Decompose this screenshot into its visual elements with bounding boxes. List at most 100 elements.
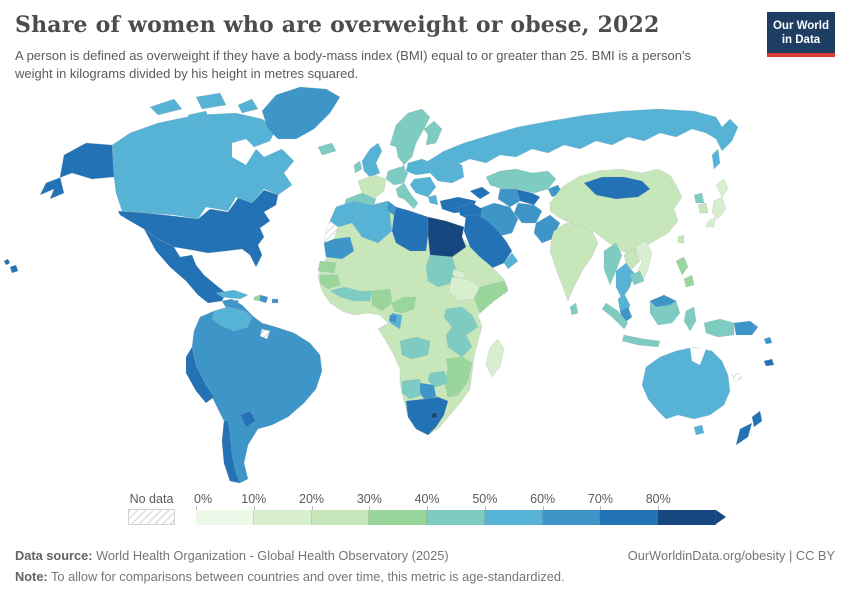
region-new-caledonia[interactable] (731, 372, 743, 382)
country-turkmenistan[interactable] (497, 188, 521, 208)
country-ghana-ivory-coast[interactable] (329, 286, 373, 302)
country-fiji[interactable] (763, 358, 775, 367)
country-alaska[interactable] (39, 142, 115, 200)
country-uzbekistan[interactable] (515, 188, 541, 206)
country-somalia[interactable] (473, 280, 509, 314)
country-finland[interactable] (423, 120, 443, 146)
country-senegal[interactable] (317, 260, 337, 274)
country-greenland[interactable] (261, 86, 341, 140)
country-mongolia[interactable] (583, 176, 651, 200)
country-laos[interactable] (623, 248, 641, 270)
country-libya[interactable] (391, 206, 429, 252)
country-indonesia-sulawesi[interactable] (683, 306, 697, 332)
country-caucasus[interactable] (469, 186, 491, 200)
country-china[interactable] (549, 168, 683, 256)
sakhalin[interactable] (711, 148, 721, 170)
country-tanzania[interactable] (445, 326, 473, 358)
country-mozambique[interactable] (443, 356, 473, 398)
country-ireland[interactable] (353, 160, 363, 174)
country-scandinavia[interactable] (389, 108, 431, 166)
country-malaysia-borneo[interactable] (649, 294, 677, 308)
no-data-swatch[interactable] (128, 509, 175, 525)
arctic-island[interactable] (149, 98, 183, 116)
country-solomon-islands[interactable] (763, 336, 773, 345)
owid-logo[interactable]: Our World in Data (767, 12, 835, 57)
legend-bin-80%+[interactable] (658, 510, 716, 525)
arctic-island[interactable] (237, 98, 259, 114)
country-oman[interactable] (503, 252, 519, 270)
country-haiti[interactable] (253, 294, 261, 302)
country-italy[interactable] (395, 182, 419, 210)
country-peru[interactable] (185, 346, 215, 404)
country-jamaica[interactable] (231, 299, 239, 305)
country-angola[interactable] (399, 336, 431, 360)
country-indonesia-papua[interactable] (703, 318, 735, 338)
country-lesotho[interactable] (430, 411, 438, 419)
country-cameroon[interactable] (391, 296, 417, 314)
legend-tick-mark (484, 506, 486, 510)
country-sri-lanka[interactable] (569, 302, 579, 316)
legend-tick-label: 0% (194, 492, 213, 506)
hawaii[interactable] (3, 258, 19, 274)
country-balkans[interactable] (409, 176, 437, 198)
country-algeria[interactable] (351, 200, 393, 244)
country-egypt[interactable] (427, 216, 467, 258)
country-ethiopia[interactable] (447, 276, 481, 302)
country-japan[interactable] (705, 178, 729, 228)
no-data-label: No data (129, 492, 174, 506)
country-new-zealand[interactable] (735, 410, 763, 446)
legend-bin-0-10%[interactable] (196, 510, 254, 525)
legend-bin-40-50%[interactable] (427, 510, 485, 525)
legend-bin-30-40%[interactable] (369, 510, 428, 525)
country-philippines[interactable] (675, 256, 695, 288)
region-french-guiana[interactable] (259, 328, 271, 340)
country-sudan[interactable] (425, 254, 457, 288)
country-zimbabwe[interactable] (427, 370, 449, 388)
country-iceland[interactable] (317, 142, 337, 156)
country-botswana[interactable] (419, 382, 437, 400)
owid-url-link[interactable]: OurWorldinData.org/obesity | CC BY (627, 548, 835, 563)
country-canada[interactable] (111, 112, 295, 220)
country-greece[interactable] (427, 194, 439, 206)
legend-tick-label: 10% (241, 492, 267, 506)
country-poland-baltics[interactable] (405, 158, 433, 176)
legend-bin-20-30%[interactable] (311, 510, 370, 525)
legend-bin-50-60%[interactable] (484, 510, 543, 525)
country-venezuela[interactable] (211, 306, 253, 332)
country-cuba[interactable] (215, 289, 249, 300)
country-puerto-rico[interactable] (271, 298, 279, 304)
country-afghanistan[interactable] (513, 202, 543, 224)
country-chile[interactable] (221, 420, 241, 484)
country-dominican-republic[interactable] (259, 294, 269, 304)
arctic-island[interactable] (187, 110, 211, 126)
country-cambodia[interactable] (629, 270, 645, 286)
country-taiwan[interactable] (677, 234, 685, 244)
legend-tick-label: 40% (414, 492, 440, 506)
country-south-africa[interactable] (405, 396, 449, 436)
country-paraguay[interactable] (239, 410, 257, 428)
country-australia[interactable] (641, 346, 731, 420)
legend-bin-60-70%[interactable] (542, 510, 601, 525)
country-south-korea[interactable] (697, 202, 709, 214)
legend-bin-10-20%[interactable] (253, 510, 312, 525)
country-gabon[interactable] (388, 314, 398, 324)
country-guinea[interactable] (319, 274, 341, 290)
country-namibia[interactable] (401, 378, 423, 400)
legend-bin-70-80%[interactable] (600, 510, 659, 525)
country-indonesia-sumatra[interactable] (601, 302, 629, 330)
country-kazakhstan[interactable] (485, 168, 557, 194)
hudson-bay (232, 139, 256, 165)
country-madagascar[interactable] (485, 338, 505, 378)
country-mauritania[interactable] (323, 236, 355, 260)
country-mexico[interactable] (143, 228, 227, 304)
country-png[interactable] (733, 320, 759, 336)
country-russia[interactable] (427, 108, 739, 168)
tasmania[interactable] (693, 424, 705, 436)
country-indonesia-java[interactable] (621, 334, 661, 348)
country-nigeria[interactable] (371, 288, 393, 312)
country-kenya-uganda[interactable] (443, 306, 479, 336)
country-north-korea[interactable] (693, 192, 705, 204)
country-india[interactable] (549, 222, 599, 302)
country-uk[interactable] (361, 142, 383, 178)
arctic-island[interactable] (195, 92, 227, 110)
